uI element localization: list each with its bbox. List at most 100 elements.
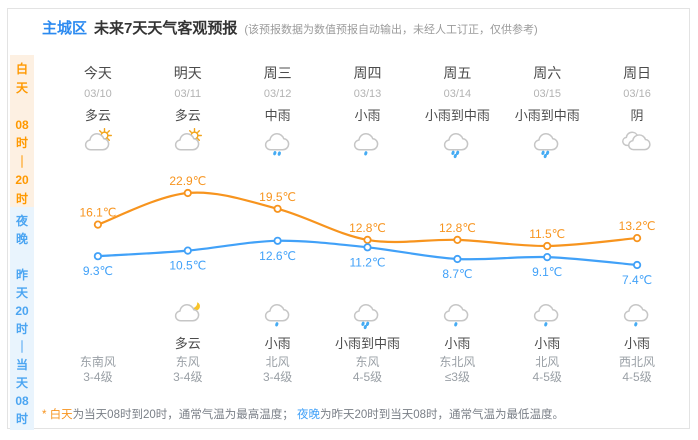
- cloudy-sun-icon: [174, 127, 202, 151]
- forecast-column: 周日 03/16 阴小雨 西北风 4-5级: [592, 62, 682, 385]
- sidebar-line: 晚: [15, 232, 28, 246]
- day-condition: 多云: [84, 108, 111, 123]
- footer-segment: 白天: [49, 409, 73, 421]
- rain-3-icon: [534, 132, 559, 158]
- sidebar-line: 天: [15, 376, 28, 390]
- page-title: 未来7天天气客观预报: [94, 20, 238, 37]
- wind-level: 3-4级: [173, 370, 203, 384]
- wind-info: 北风 3-4级: [263, 353, 292, 385]
- day-icon-slot: [620, 125, 654, 161]
- high-temp-label: 11.5℃: [529, 227, 565, 241]
- night-icon-slot: [440, 297, 474, 331]
- night-icon-slot: [620, 297, 654, 331]
- night-icon-slot: [261, 297, 295, 331]
- day-icon-slot: [171, 125, 205, 161]
- day-name: 周六: [533, 65, 562, 81]
- forecast-column: 周五 03/14 小雨到中雨 小雨 东北风 ≤3级: [412, 62, 502, 385]
- night-condition: 多云: [174, 335, 201, 351]
- night-condition: 小雨到中雨: [334, 335, 400, 351]
- day-date: 03/12: [263, 88, 292, 100]
- wind-info: 东南风 3-4级: [80, 353, 116, 385]
- sidebar-line: [10, 97, 34, 116]
- forecast-column: 周四 03/13 小雨 小雨到中雨 东风 4-5级: [323, 62, 413, 385]
- sidebar-line: 20: [15, 304, 29, 318]
- temp-point: [363, 235, 372, 245]
- wind-direction: 东南风: [79, 355, 116, 369]
- day-condition: 多云: [174, 108, 201, 123]
- header: 主城区 未来7天天气客观预报 (该预报数据为数值预报自动输出，未经人工订正，仅供…: [42, 17, 538, 38]
- rain-1-icon: [264, 303, 289, 326]
- forecast-column: 周三 03/12 中雨 小雨 北风 3-4级: [233, 62, 323, 385]
- day-icon-slot: [530, 125, 564, 161]
- wind-level: 3-4级: [83, 370, 113, 384]
- day-condition: 小雨到中雨: [514, 108, 580, 123]
- cloudy-moon-icon: [174, 301, 200, 322]
- footer-segment: 夜晚: [296, 409, 320, 421]
- high-temp-label: 12.8℃: [439, 221, 476, 235]
- sidebar-line: 时: [15, 136, 28, 150]
- temp-point: [93, 252, 103, 261]
- wind-info: 东北风 ≤3级: [439, 353, 475, 385]
- day-condition: 小雨到中雨: [424, 108, 490, 123]
- wind-info: 北风 4-5级: [533, 353, 562, 385]
- day-condition: 阴: [630, 108, 644, 123]
- sidebar-line: 昨: [15, 268, 28, 282]
- high-temp-label: 12.8℃: [349, 221, 386, 235]
- temperature-chart-region: 16.1℃ 22.9℃ 19.5℃ 12.8℃ 12.8℃ 11.5℃ 13.2℃ 9.3℃ 1…: [53, 158, 682, 303]
- sidebar-line: 时: [15, 322, 28, 336]
- wind-level: 4-5级: [622, 370, 652, 384]
- high-temp-label: 19.5℃: [259, 190, 296, 204]
- temp-point: [183, 246, 192, 255]
- sidebar-line: 时: [15, 412, 28, 426]
- day-date: 03/15: [533, 88, 561, 100]
- low-temp-label: 9.3℃: [83, 264, 113, 278]
- wind-direction: 东风: [175, 355, 200, 369]
- sidebar-daytime: 白天 08 时 ｜ 20 时: [10, 55, 34, 207]
- low-temp-label: 10.5℃: [169, 259, 206, 273]
- sidebar-line: 天: [15, 286, 28, 300]
- sidebar-line: ｜: [15, 340, 28, 354]
- temp-point: [273, 236, 282, 245]
- day-icon-slot: [261, 125, 295, 161]
- footer-segment: *: [42, 409, 50, 421]
- rain-2-icon: [264, 132, 289, 156]
- temp-point: [363, 243, 372, 252]
- temp-point: [273, 204, 282, 213]
- rain-1-icon: [534, 303, 559, 326]
- wind-direction: 北风: [265, 355, 290, 369]
- wind-level: 4-5级: [352, 370, 383, 384]
- night-condition: 小雨: [624, 335, 651, 351]
- day-name: 周五: [443, 65, 472, 81]
- night-condition: 小雨: [264, 335, 291, 351]
- day-name: 周三: [263, 65, 292, 81]
- sidebar-line: 08: [15, 394, 29, 408]
- low-temp-label: 7.4℃: [622, 273, 652, 287]
- day-name: 今天: [83, 65, 112, 81]
- rain-1-icon: [354, 132, 379, 155]
- high-temp-label: 13.2℃: [619, 219, 656, 233]
- wind-info: 东风 4-5级: [353, 353, 382, 385]
- sidebar-line: 当: [15, 358, 28, 372]
- day-name: 明天: [173, 65, 202, 81]
- day-date: 03/16: [623, 88, 651, 100]
- wind-direction: 东北风: [439, 355, 476, 369]
- sidebar-line: 时: [15, 191, 28, 206]
- day-name: 周四: [353, 65, 382, 81]
- day-icon-slot: [81, 125, 115, 161]
- cloudy-sun-icon: [84, 127, 112, 151]
- forecast-column: 今天 03/10 多云 东南风 3-4级: [53, 62, 143, 385]
- forecast-column: 明天 03/11 多云 多云 东风 3-4级: [143, 62, 233, 385]
- sidebar-line: [10, 248, 34, 266]
- sidebar-night: 夜晚 昨天 20 时｜当天 08 时: [10, 207, 34, 430]
- temp-point: [543, 253, 552, 262]
- day-condition: 小雨: [354, 108, 381, 123]
- wind-direction: 西北风: [619, 355, 656, 369]
- low-temp-label: 11.2℃: [350, 255, 386, 269]
- rain-3-icon: [354, 303, 379, 329]
- wind-info: 东风 3-4级: [173, 353, 202, 385]
- wind-level: 3-4级: [262, 370, 293, 384]
- wind-direction: 北风: [535, 355, 560, 369]
- day-date: 03/11: [174, 88, 202, 100]
- sidebar-line: ｜: [15, 154, 28, 169]
- wind-info: 西北风 4-5级: [619, 353, 655, 385]
